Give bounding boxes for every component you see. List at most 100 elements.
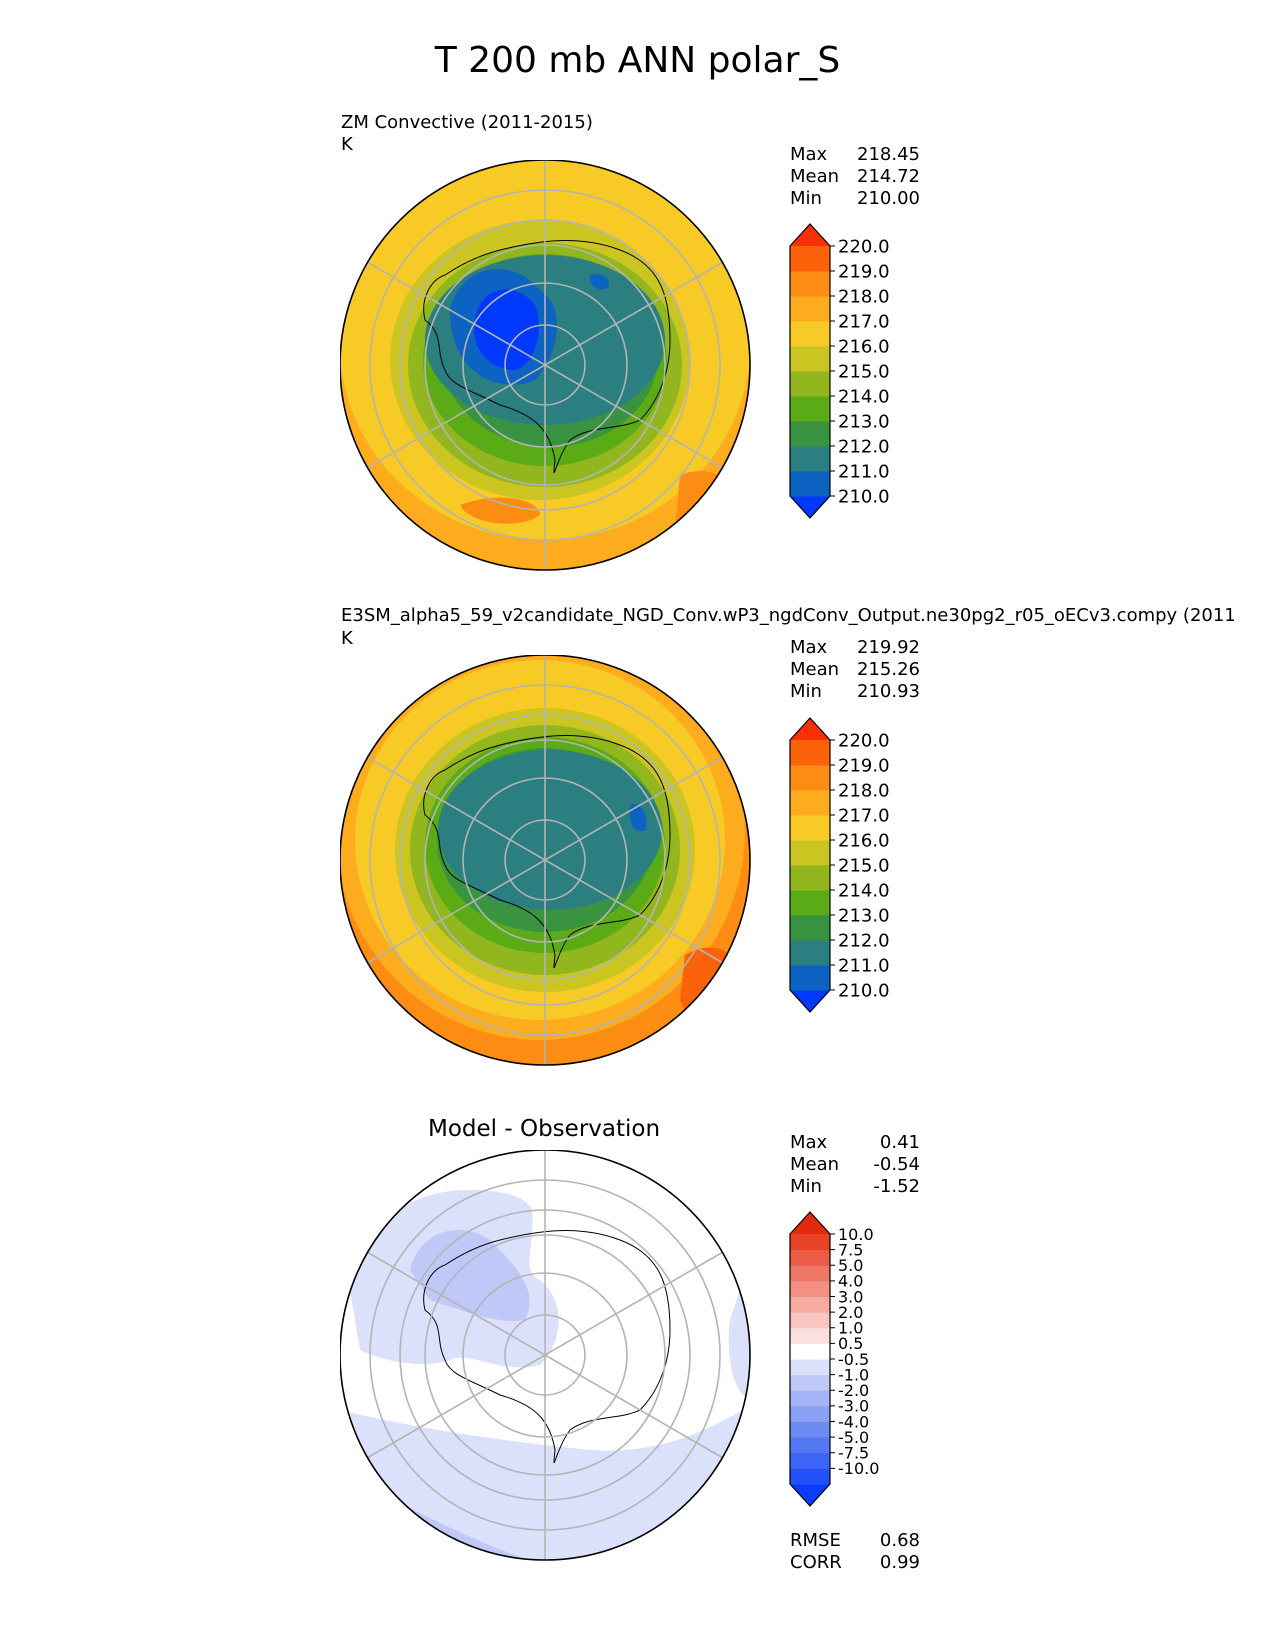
- figure-title: T 200 mb ANN polar_S: [434, 40, 841, 81]
- colorbar-tick-label: 215.0: [838, 855, 890, 876]
- colorbar-tick-label: 211.0: [838, 461, 890, 482]
- p3-map-boundary: [340, 1150, 751, 1561]
- stat-label: Mean: [790, 1154, 840, 1175]
- colorbar-tick-label: 214.0: [838, 880, 890, 901]
- stat-value: 215.26: [857, 659, 920, 680]
- colorbar-tick-label: -10.0: [838, 1459, 879, 1478]
- panel-1-contour-field: [340, 160, 750, 570]
- colorbar-tick-label: 5.0: [838, 1256, 863, 1275]
- colorbar-segment: [790, 371, 830, 397]
- p1-antarctica-coastline: [423, 240, 671, 474]
- stat-label: Mean: [790, 659, 840, 680]
- colorbar-segment: [790, 1437, 830, 1454]
- colorbar-segment: [790, 1280, 830, 1297]
- stat-label: Max: [790, 1132, 828, 1153]
- p2-level-219-220-east: [680, 947, 746, 1031]
- colorbar-segment: [790, 865, 830, 891]
- panel-3-map: [340, 1150, 751, 1561]
- colorbar-segment: [790, 396, 830, 422]
- stat-value: -0.54: [873, 1154, 920, 1175]
- colorbar-segment: [790, 1405, 830, 1422]
- stat-value: 218.45: [857, 144, 920, 165]
- colorbar-segment: [790, 446, 830, 472]
- p1-map-boundary: [340, 160, 751, 571]
- colorbar-tick-label: 7.5: [838, 1240, 863, 1259]
- panel-2-title: E3SM_alpha5_59_v2candidate_NGD_Conv.wP3_…: [341, 605, 1236, 626]
- colorbar-tick-label: 217.0: [838, 311, 890, 332]
- colorbar-segment: [790, 1265, 830, 1282]
- panel-3-colorbar: 10.07.55.04.03.02.01.00.5-0.5-1.0-2.0-3.…: [789, 1211, 879, 1507]
- colorbar-tick-label: -1.0: [838, 1365, 869, 1384]
- colorbar-tick-label: -4.0: [838, 1412, 869, 1431]
- colorbar-segment: [790, 1390, 830, 1407]
- panel-3-metrics: RMSE 0.68 CORR 0.99: [790, 1530, 920, 1574]
- panel-1-map: [340, 160, 751, 571]
- panel-3-contour-field: [340, 1150, 750, 1560]
- colorbar-tick-label: 0.5: [838, 1334, 863, 1353]
- colorbar-extend-min: [790, 1484, 830, 1506]
- colorbar-segment: [790, 915, 830, 941]
- colorbar-segment: [790, 790, 830, 816]
- colorbar-tick-label: 3.0: [838, 1287, 863, 1306]
- colorbar-tick-label: 215.0: [838, 361, 890, 382]
- colorbar-tick-label: 4.0: [838, 1272, 863, 1291]
- stat-value: 214.72: [857, 166, 920, 187]
- colorbar-segment: [790, 890, 830, 916]
- colorbar-segment: [790, 421, 830, 447]
- colorbar-segment: [790, 321, 830, 347]
- colorbar-tick-label: 10.0: [838, 1225, 874, 1244]
- p2-level-211-212: [438, 750, 662, 910]
- colorbar-tick-label: 220.0: [838, 730, 890, 751]
- stat-value: 210.93: [857, 681, 920, 702]
- stat-label: Min: [790, 681, 822, 702]
- colorbar-tick-label: 212.0: [838, 930, 890, 951]
- colorbar-segment: [790, 1296, 830, 1313]
- panel-2-contour-field: [340, 655, 750, 1065]
- p3-graticule: [366, 1150, 724, 1560]
- panel-1-title: ZM Convective (2011-2015): [341, 112, 593, 133]
- p3-antarctica-coastline: [423, 1230, 671, 1464]
- colorbar-tick-label: 213.0: [838, 411, 890, 432]
- panel-2-units: K: [341, 628, 353, 649]
- p2-antarctica-coastline: [423, 735, 671, 969]
- colorbar-segment: [790, 1327, 830, 1344]
- colorbar-tick-label: 219.0: [838, 261, 890, 282]
- colorbar-segment: [790, 1312, 830, 1329]
- stat-value: 219.92: [857, 637, 920, 658]
- stat-label: Min: [790, 1176, 822, 1197]
- panel-2-stats: Max 219.92 Mean 215.26 Min 210.93: [790, 637, 920, 703]
- stat-value: 0.41: [879, 1132, 920, 1153]
- colorbar-tick-label: -5.0: [838, 1428, 869, 1447]
- panel-3-stats: Max 0.41 Mean -0.54 Min -1.52: [790, 1132, 920, 1198]
- colorbar-segment: [790, 246, 830, 272]
- stat-label: Mean: [790, 166, 840, 187]
- p1-small-cold-patch: [589, 274, 609, 290]
- p2-small-cold-patch: [629, 804, 647, 832]
- colorbar-segment: [790, 1359, 830, 1376]
- colorbar-tick-label: 212.0: [838, 436, 890, 457]
- p3-level-neg05-neg1-east: [728, 1290, 750, 1400]
- p1-level-218-219-south: [460, 497, 540, 524]
- colorbar-tick-label: 210.0: [838, 980, 890, 1001]
- panel-1-stats: Max 218.45 Mean 214.72 Min 210.00: [790, 144, 920, 210]
- colorbar-extend-max: [790, 224, 830, 246]
- colorbar-segment: [790, 940, 830, 966]
- colorbar-tick-label: -2.0: [838, 1381, 869, 1400]
- colorbar-tick-label: 218.0: [838, 780, 890, 801]
- p2-graticule: [366, 655, 724, 1065]
- panel-2-map: [340, 655, 751, 1066]
- stat-label: Min: [790, 188, 822, 209]
- panel-3-title: Model - Observation: [428, 1116, 661, 1142]
- colorbar-segment: [790, 1343, 830, 1360]
- colorbar-tick-label: 1.0: [838, 1319, 863, 1338]
- colorbar-segment: [790, 815, 830, 841]
- colorbar-tick-label: 2.0: [838, 1303, 863, 1322]
- colorbar-tick-label: 216.0: [838, 336, 890, 357]
- stat-value: 210.00: [857, 188, 920, 209]
- stat-label: Max: [790, 637, 828, 658]
- metric-label: RMSE: [790, 1530, 841, 1551]
- colorbar-segment: [790, 346, 830, 372]
- colorbar-segment: [790, 740, 830, 766]
- p1-level-218-219-east: [675, 471, 742, 553]
- metric-value: 0.99: [879, 1552, 920, 1573]
